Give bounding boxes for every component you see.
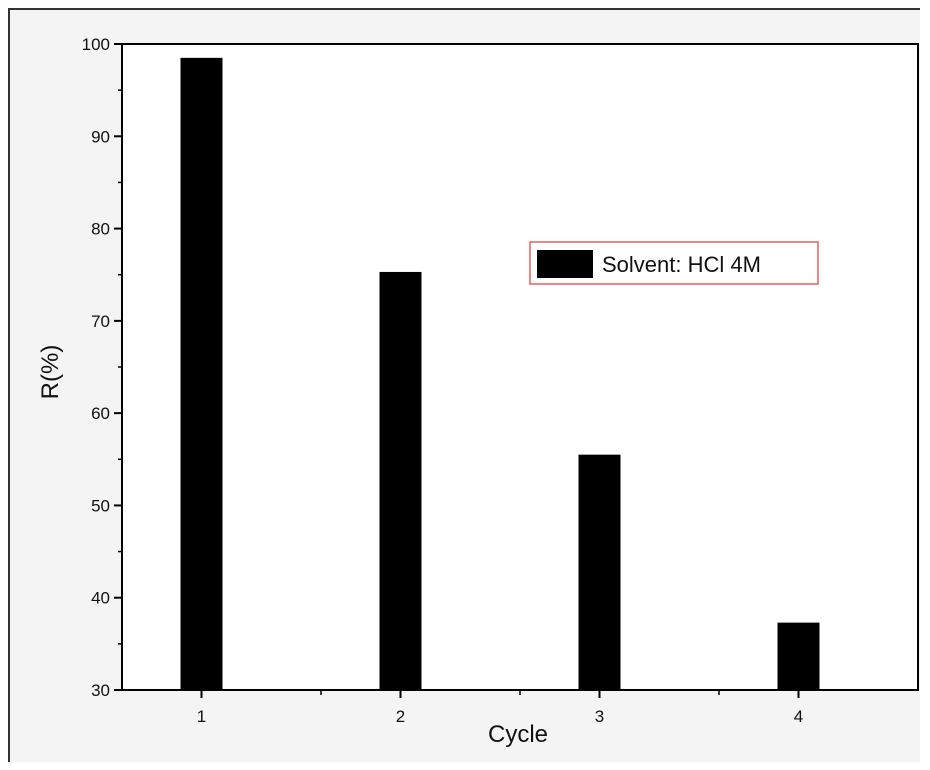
y-axis-title: R(%) bbox=[37, 345, 64, 400]
bar-cycle-4 bbox=[777, 622, 820, 690]
y-tick-label: 70 bbox=[91, 312, 110, 331]
y-tick-label: 90 bbox=[91, 127, 110, 146]
x-tick-label: 3 bbox=[595, 707, 604, 726]
y-tick-label: 100 bbox=[82, 35, 110, 54]
y-tick-label: 40 bbox=[91, 589, 110, 608]
x-tick-label: 4 bbox=[794, 707, 803, 726]
legend-swatch bbox=[537, 250, 593, 278]
y-tick-label: 50 bbox=[91, 496, 110, 515]
x-tick-label: 1 bbox=[197, 707, 206, 726]
bars-group bbox=[180, 57, 820, 691]
y-tick-label: 80 bbox=[91, 220, 110, 239]
y-ticks-group: 30 40 50 60 70 80 90 100 bbox=[82, 35, 122, 700]
bar-cycle-3 bbox=[578, 454, 621, 690]
legend-label: Solvent: HCl 4M bbox=[602, 252, 761, 277]
bar-cycle-2 bbox=[379, 271, 422, 690]
x-ticks-group: 1 2 3 4 bbox=[197, 690, 803, 726]
x-axis-title: Cycle bbox=[488, 721, 548, 748]
x-tick-label: 2 bbox=[396, 707, 405, 726]
y-tick-label: 30 bbox=[91, 681, 110, 700]
plot-border bbox=[121, 43, 919, 691]
legend: Solvent: HCl 4M bbox=[529, 241, 819, 285]
bar-cycle-1 bbox=[180, 57, 223, 691]
plot-area bbox=[122, 44, 918, 690]
y-tick-label: 60 bbox=[91, 404, 110, 423]
